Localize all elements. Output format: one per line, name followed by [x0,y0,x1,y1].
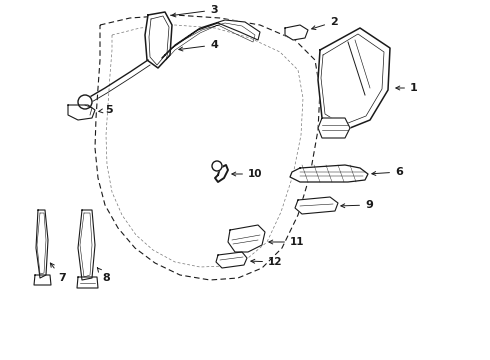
Polygon shape [162,20,260,58]
Polygon shape [36,210,48,278]
Polygon shape [145,12,172,68]
Circle shape [78,95,92,109]
Polygon shape [318,118,350,138]
Text: 6: 6 [372,167,403,177]
Polygon shape [216,252,247,268]
Text: 9: 9 [341,200,373,210]
Polygon shape [78,210,95,280]
Text: 5: 5 [99,105,113,115]
Text: 4: 4 [179,40,218,51]
Polygon shape [68,105,95,120]
Polygon shape [228,225,265,252]
Text: 11: 11 [269,237,304,247]
Circle shape [212,161,222,171]
Polygon shape [285,25,308,40]
Text: 8: 8 [98,268,110,283]
Text: 10: 10 [232,169,263,179]
Text: 1: 1 [396,83,418,93]
Polygon shape [295,197,338,214]
Text: 12: 12 [251,257,283,267]
Polygon shape [290,165,368,182]
Polygon shape [318,28,390,130]
Text: 2: 2 [312,17,338,30]
Text: 3: 3 [172,5,218,17]
Text: 7: 7 [50,263,66,283]
